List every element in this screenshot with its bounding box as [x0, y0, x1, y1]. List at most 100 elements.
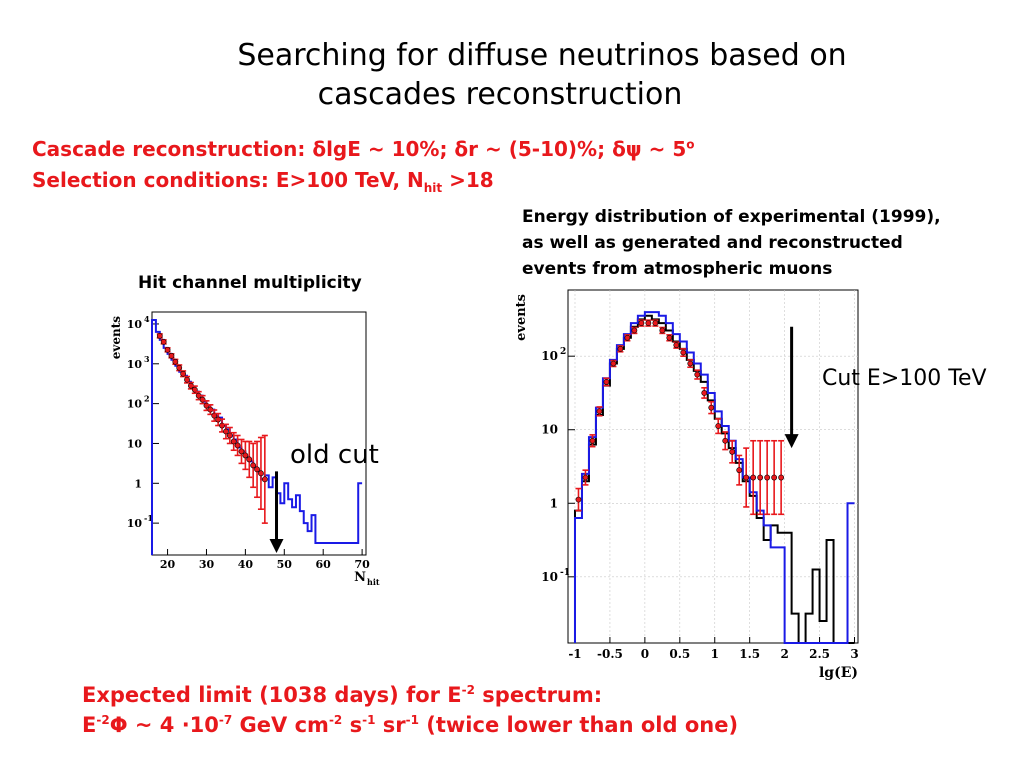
y-tick-label: 10 [541, 570, 558, 584]
flux-symbol: Φ [109, 713, 128, 737]
exponent: -2 [328, 713, 343, 727]
data-point [184, 376, 190, 383]
data-point [156, 333, 163, 339]
limit-text: E [82, 713, 97, 737]
y-tick-label: 10 [127, 517, 143, 530]
data-point [708, 404, 715, 411]
data-point [778, 474, 785, 481]
reconstruction-accuracy-line: Cascade reconstruction: δlgE ~ 10%; δr ~… [32, 137, 695, 161]
data-point [254, 466, 260, 473]
degree-symbol: o [686, 137, 695, 152]
y-tick-label: 10 [127, 437, 143, 450]
data-point [771, 474, 778, 481]
old-cut-arrow-head [269, 539, 284, 554]
data-point [180, 370, 187, 377]
data-point [680, 349, 687, 356]
selection-conditions-line: Selection conditions: E>100 TeV, Nhit >1… [32, 168, 494, 195]
data-point [242, 452, 249, 459]
x-tick-label: 1 [711, 647, 719, 661]
x-axis-label: lg(E) [819, 665, 858, 681]
data-point [617, 345, 624, 352]
x-tick-label: 60 [316, 558, 332, 571]
x-tick-label: -1 [568, 647, 581, 661]
data-point [743, 474, 750, 481]
caption-line: events from atmospheric muons [522, 259, 833, 279]
caption-line: as well as generated and reconstructed [522, 233, 903, 253]
data-point [757, 474, 764, 481]
slide-title-line-2: cascades reconstruction [317, 77, 683, 112]
angular-resolution: δψ ~ 5 [612, 137, 687, 161]
data-point [624, 334, 631, 341]
y-axis-label: events [109, 316, 123, 360]
x-tick-label: 30 [199, 558, 215, 571]
data-point [223, 428, 229, 435]
data-point [168, 352, 175, 359]
data-point [715, 423, 722, 429]
y-tick-label: 1 [134, 477, 142, 490]
data-point [246, 456, 253, 463]
limit-text: spectrum: [475, 683, 603, 707]
data-point [164, 346, 171, 353]
limit-value: ~ 4 ·10 [127, 713, 219, 737]
data-point [652, 320, 659, 326]
data-point [261, 476, 268, 483]
selection-label: Selection conditions: E>100 TeV, N [32, 168, 424, 192]
data-point [722, 437, 729, 444]
data-point [750, 474, 757, 481]
x-tick-label: -0.5 [597, 647, 623, 661]
x-tick-label: 50 [277, 558, 293, 571]
data-point [176, 364, 183, 371]
energy-resolution: lgE ~ 10%; [326, 137, 455, 161]
y-tick-exponent: 2 [560, 347, 566, 357]
delta-symbol: δ [454, 137, 469, 161]
x-tick-label: 40 [238, 558, 254, 571]
limit-units: GeV cm [232, 713, 329, 737]
x-tick-label: 2.5 [809, 647, 830, 661]
data-point [230, 438, 237, 445]
slide-title-line-1: Searching for diffuse neutrinos based on [237, 38, 847, 73]
exponent: -2 [96, 713, 110, 727]
position-resolution: r ~ (5-10)%; [468, 137, 613, 161]
exponent: -1 [362, 713, 376, 727]
expected-limit-line-1: Expected limit (1038 days) for E-2 spect… [82, 683, 602, 707]
x-tick-label: 3 [850, 647, 858, 661]
expected-limit-line-2: E-2Φ ~ 4 ·10-7 GeV cm-2 s-1 sr-1 (twice … [82, 713, 738, 737]
exponent: -7 [218, 713, 233, 727]
data-point [596, 408, 603, 415]
data-point [687, 360, 694, 367]
data-point [589, 437, 596, 444]
data-point [659, 327, 666, 334]
plot-frame [567, 289, 859, 644]
data-point [736, 467, 743, 474]
y-tick-exponent: 4 [144, 314, 150, 324]
y-tick-label: 10 [127, 398, 143, 411]
y-tick-label: 10 [127, 358, 143, 371]
limit-units: sr [375, 713, 406, 737]
data-point [645, 320, 652, 326]
energy-plot-caption: Energy distribution of experimental (199… [522, 204, 941, 282]
new-cut-arrow-head [784, 434, 799, 449]
data-point [250, 462, 257, 469]
new-cut-label: Cut E>100 TeV [822, 366, 987, 391]
y-tick-label: 1 [550, 496, 558, 510]
exponent: -2 [461, 683, 475, 697]
limit-text: Expected limit (1038 days) for E [82, 683, 462, 707]
x-tick-label: 0 [641, 647, 649, 661]
data-point [631, 327, 638, 334]
x-tick-label: 0.5 [669, 647, 690, 661]
limit-units: s [342, 713, 363, 737]
data-point [673, 342, 680, 349]
data-point [238, 448, 245, 455]
data-point [603, 379, 610, 385]
data-point [258, 470, 264, 477]
y-tick-label: 10 [541, 423, 558, 437]
multiplicity-plot-caption: Hit channel multiplicity [138, 273, 362, 293]
data-point [610, 360, 617, 367]
y-tick-exponent: -1 [560, 568, 570, 578]
x-tick-label: 70 [354, 558, 370, 571]
x-tick-label: 20 [160, 558, 176, 571]
y-tick-exponent: 2 [144, 394, 150, 404]
exponent: -1 [405, 713, 419, 727]
